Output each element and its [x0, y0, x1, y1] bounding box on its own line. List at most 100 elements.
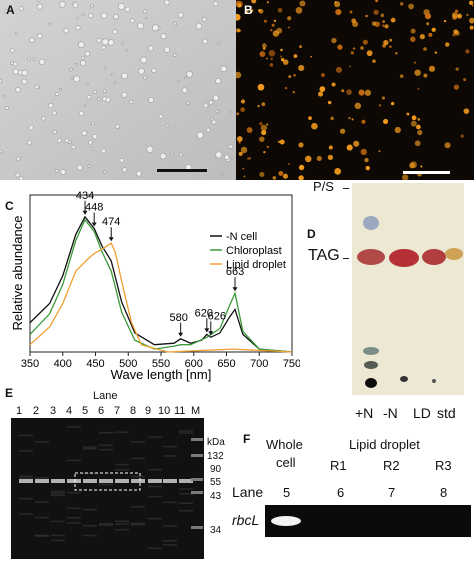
faint-band [83, 534, 97, 537]
fluorescent-droplet [298, 164, 305, 171]
fluorescent-droplet [331, 37, 337, 44]
protein-band [99, 479, 113, 483]
x-tick-label: 700 [250, 358, 268, 370]
fluorescent-droplet [360, 148, 367, 156]
fluorescent-droplet [293, 73, 296, 77]
faint-band [99, 524, 113, 526]
panel-label-d: D [307, 227, 316, 241]
fluorescent-droplet [263, 150, 266, 154]
lipid-droplet-particle [203, 103, 209, 109]
lipid-droplet-particle [18, 6, 24, 11]
lipid-droplet-particle [215, 151, 223, 159]
faint-band [19, 477, 33, 480]
fluorescent-droplet [457, 13, 462, 19]
faint-band [51, 534, 65, 537]
lane-number: 2 [33, 405, 40, 417]
fluorescent-droplet [378, 104, 382, 107]
faint-band [67, 491, 81, 494]
faint-band [163, 525, 177, 527]
lipid-droplet-particle [26, 56, 31, 61]
dic-image [0, 0, 236, 180]
fluorescent-droplet [266, 123, 269, 126]
fluorescent-droplet [428, 32, 433, 37]
fluorescent-droplet [327, 154, 334, 161]
fluorescent-droplet [259, 51, 266, 57]
fluorescent-droplet [360, 46, 364, 50]
fluorescent-droplet [330, 116, 334, 121]
fluorescent-droplet [445, 42, 450, 47]
fluorescent-droplet [277, 140, 281, 143]
fluorescent-droplet [358, 89, 365, 96]
lipid-droplet-particle [113, 81, 117, 84]
faint-band [51, 490, 65, 493]
lipid-droplet-label: Lipid droplet [349, 437, 420, 452]
marker-43: 43 [210, 491, 222, 502]
lipid-droplet-particle [177, 79, 180, 83]
lipid-droplet-particle [101, 148, 106, 154]
lipid-droplet-particle [138, 67, 145, 75]
faint-band [35, 477, 49, 479]
fluorescent-droplet [299, 45, 303, 49]
x-tick-label: 600 [185, 358, 203, 370]
faint-band [35, 535, 49, 537]
replicate-r1: R1 [330, 458, 347, 473]
lipid-droplet-particle [97, 97, 101, 101]
lipid-droplet-particle [14, 32, 18, 36]
fluorescent-droplet [288, 75, 292, 78]
lipid-droplet-particle [151, 67, 157, 73]
fluorescent-droplet [378, 150, 381, 153]
faint-band [131, 522, 145, 525]
lipid-droplet-particle [69, 67, 73, 72]
lipid-droplet-particle [72, 2, 79, 9]
lipid-droplet-particle [90, 3, 94, 8]
gene-label-rbcl: rbcL [232, 512, 260, 528]
protein-band [51, 479, 65, 483]
lipid-droplet-particle [220, 65, 227, 73]
fluorescent-droplet [236, 71, 242, 79]
fluorescent-droplet [236, 112, 240, 116]
lane-number: 9 [145, 405, 152, 417]
fluorescent-droplet [337, 44, 343, 50]
fluorescent-droplet [455, 67, 459, 71]
lipid-droplet-particle [215, 78, 222, 84]
fluorescent-droplet [287, 26, 290, 29]
protein-band [19, 479, 33, 483]
fluorescent-droplet [279, 139, 285, 145]
fluorescent-droplet [304, 155, 312, 163]
tlc-origin-spot [400, 376, 408, 382]
x-tick-label: 750 [283, 358, 300, 370]
faint-band [131, 475, 145, 478]
fluorescent-droplet [247, 157, 250, 160]
faint-band [131, 506, 145, 508]
lane-number: 7 [114, 405, 121, 417]
fluorescent-droplet [452, 33, 456, 37]
fluorescent-droplet [318, 91, 324, 97]
fluorescent-droplet [238, 151, 243, 156]
lane-number: 4 [66, 405, 73, 417]
fluorescent-droplet [270, 57, 273, 61]
fluorescent-droplet [311, 122, 318, 130]
lane-number: 11 [174, 405, 186, 417]
lipid-droplet-particle [173, 21, 178, 26]
fluorescent-droplet [334, 167, 342, 175]
ps-tick [343, 188, 349, 189]
fluorescent-droplet [280, 55, 283, 58]
faint-band [83, 447, 97, 450]
tlc-origin-spot [432, 379, 436, 383]
scale-bar-a [157, 169, 207, 172]
fluorescent-droplet [292, 91, 296, 94]
lipid-droplet-particle [16, 156, 21, 161]
lane-8: 8 [440, 485, 448, 500]
faint-band [163, 455, 177, 457]
scale-bar-b [403, 171, 450, 174]
faint-band [163, 540, 177, 542]
faint-band [148, 485, 162, 488]
lipid-droplet-particle [146, 145, 154, 153]
panel-label-e: E [5, 386, 14, 400]
fluorescent-droplet [364, 89, 372, 96]
fluorescent-droplet [316, 155, 322, 162]
lipid-droplet-particle [164, 0, 170, 6]
tlc-spot [364, 361, 378, 369]
fluorescent-droplet [278, 170, 284, 176]
lipid-droplet-particle [70, 76, 74, 80]
